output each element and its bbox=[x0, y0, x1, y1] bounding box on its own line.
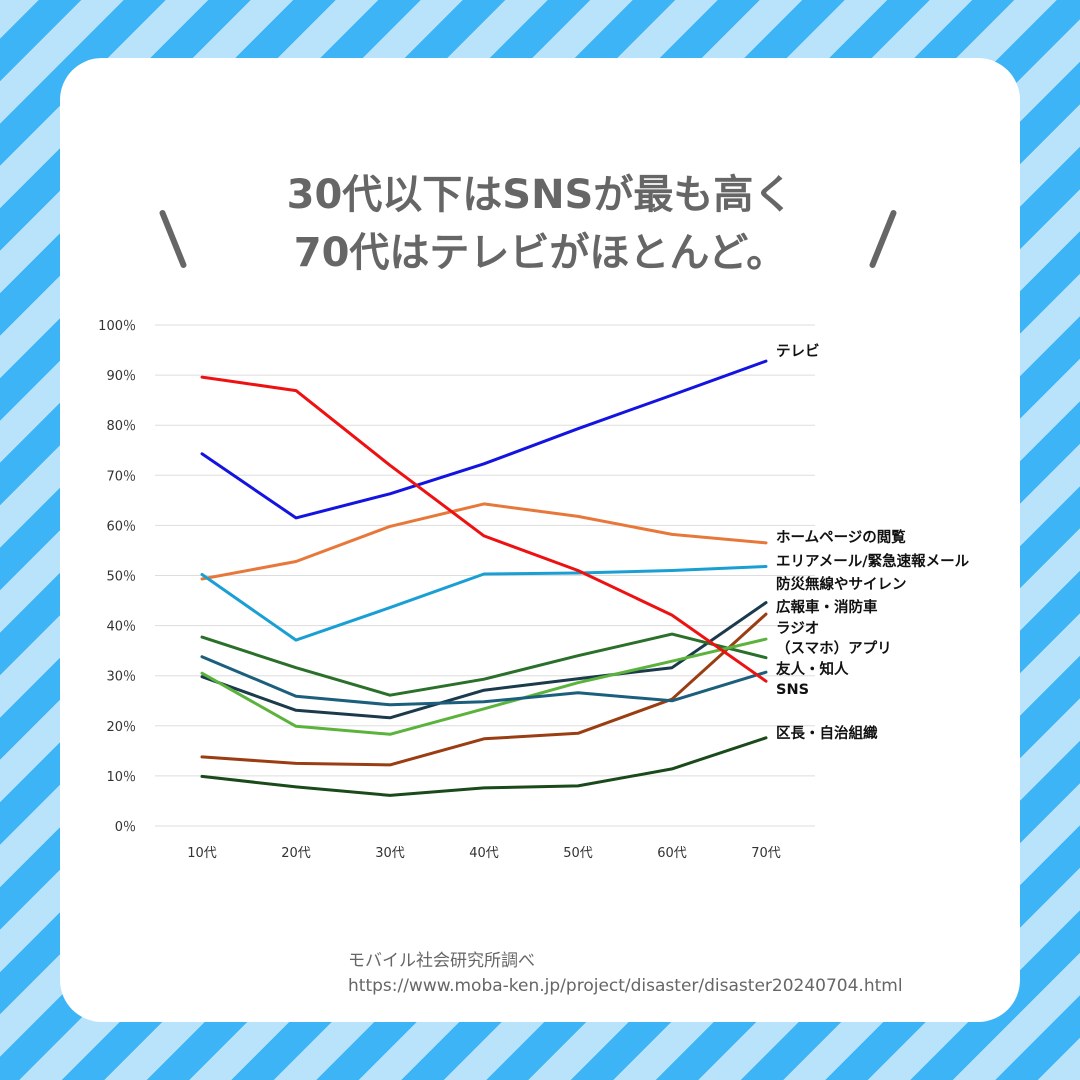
series-line bbox=[200, 502, 768, 581]
series-label: 防災無線やサイレン bbox=[776, 575, 907, 593]
y-tick-label: 100％ bbox=[98, 319, 136, 334]
y-tick-label: 50％ bbox=[106, 570, 136, 585]
series-label: ラジオ bbox=[776, 620, 819, 637]
x-tick-label: 30代 bbox=[375, 846, 405, 861]
series-label: 広報車・消防車 bbox=[776, 598, 878, 616]
y-tick-label: 70％ bbox=[106, 469, 136, 484]
series-labels: テレビホームページの閲覧エリアメール/緊急速報メール防災無線やサイレン広報車・消… bbox=[776, 343, 970, 742]
series-line bbox=[200, 736, 768, 797]
y-tick-label: 90％ bbox=[106, 369, 136, 384]
source-url: https://www.moba-ken.jp/project/disaster… bbox=[348, 976, 903, 996]
series-line bbox=[200, 632, 768, 697]
series-label: エリアメール/緊急速報メール bbox=[776, 552, 970, 570]
y-tick-label: 0％ bbox=[115, 820, 136, 835]
source-credit: モバイル社会研究所調べ bbox=[348, 951, 535, 971]
y-tick-label: 20％ bbox=[106, 720, 136, 735]
x-tick-label: 70代 bbox=[751, 846, 781, 861]
y-tick-label: 60％ bbox=[106, 519, 136, 534]
headline-line-1: 30代以下はSNSが最も高く bbox=[286, 172, 794, 218]
series-label: SNS bbox=[776, 682, 809, 698]
series-label: （スマホ）アプリ bbox=[776, 639, 892, 657]
series-line bbox=[200, 655, 768, 707]
y-tick-label: 10％ bbox=[106, 770, 136, 785]
series-line bbox=[200, 359, 768, 520]
x-tick-label: 40代 bbox=[469, 846, 499, 861]
y-tick-label: 80％ bbox=[106, 419, 136, 434]
y-tick-label: 40％ bbox=[106, 620, 136, 635]
series-line bbox=[200, 637, 768, 736]
y-tick-label: 30％ bbox=[106, 670, 136, 685]
x-tick-label: 10代 bbox=[187, 846, 217, 861]
y-tick-labels: 0％ 10％ 20％ 30％ 40％ 50％ 60％ 70％ 80％ 90％ 100％ bbox=[98, 319, 136, 835]
series-line bbox=[200, 601, 768, 720]
series-lines bbox=[200, 359, 768, 797]
series-line bbox=[200, 565, 768, 642]
card-panel bbox=[60, 58, 1020, 1022]
series-label: 友人・知人 bbox=[776, 660, 849, 678]
series-label: テレビ bbox=[776, 343, 820, 360]
x-tick-label: 50代 bbox=[563, 846, 593, 861]
series-label: ホームページの閲覧 bbox=[776, 528, 906, 546]
x-tick-labels: 10代 20代 30代 40代 50代 60代 70代 bbox=[187, 846, 781, 861]
headline-line-2: 70代はテレビがほとんど。 bbox=[293, 230, 787, 276]
grid-lines bbox=[155, 324, 815, 827]
series-line bbox=[200, 375, 768, 683]
x-tick-label: 60代 bbox=[657, 846, 687, 861]
x-tick-label: 20代 bbox=[281, 846, 311, 861]
series-line bbox=[200, 612, 768, 767]
series-label: 区長・自治組織 bbox=[776, 724, 878, 742]
